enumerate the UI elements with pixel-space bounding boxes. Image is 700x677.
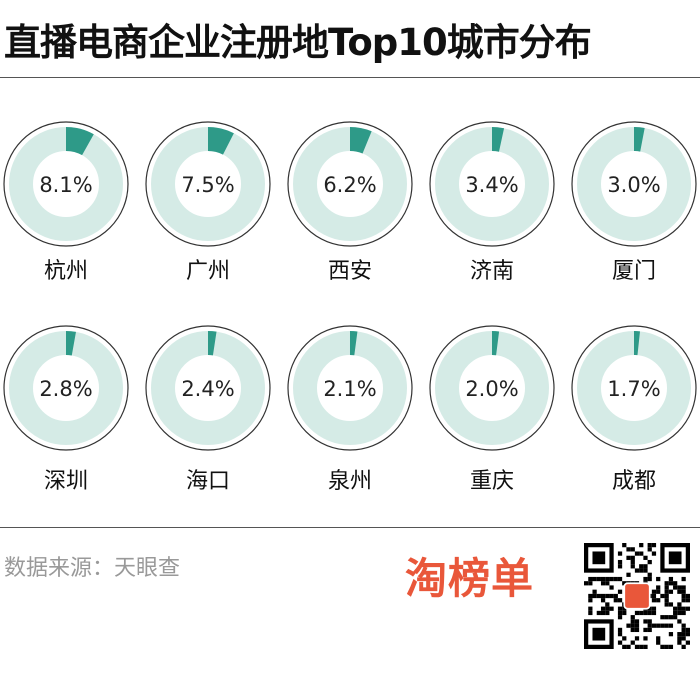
- value-label: 3.4%: [465, 173, 518, 197]
- donut-segment: [293, 127, 407, 241]
- donut-outline: [571, 325, 697, 451]
- donut-outline: [571, 121, 697, 247]
- category-label: 厦门: [612, 259, 656, 284]
- value-label: 2.8%: [39, 377, 92, 401]
- donut-segment: [435, 331, 549, 445]
- category-label: 泉州: [328, 469, 372, 494]
- category-label: 重庆: [470, 469, 514, 494]
- donut-成都: 1.7% 成都: [571, 325, 697, 494]
- donut-深圳: 2.8% 深圳: [3, 325, 129, 494]
- donut-grid: 8.1% 杭州 7.5% 广州 6.2% 西安 3.4% 济南 3.0% 厦门 2.8% 深圳 2.4%…: [3, 121, 697, 494]
- donut-outline: [429, 325, 555, 451]
- donut-segment: [151, 127, 265, 241]
- value-label: 6.2%: [323, 173, 376, 197]
- donut-segment: [9, 127, 123, 241]
- value-label: 1.7%: [607, 377, 660, 401]
- donut-广州: 7.5% 广州: [145, 121, 271, 284]
- donut-outline: [3, 325, 129, 451]
- donut-厦门: 3.0% 厦门: [571, 121, 697, 284]
- donut-segment: [151, 331, 265, 445]
- donut-重庆: 2.0% 重庆: [429, 325, 555, 494]
- donut-segment: [435, 127, 549, 241]
- donut-海口: 2.4% 海口: [145, 325, 271, 494]
- donut-outline: [429, 121, 555, 247]
- bottom-divider: [0, 527, 700, 528]
- category-label: 海口: [186, 469, 230, 494]
- top-divider: [0, 77, 700, 78]
- donut-segment: [9, 331, 123, 445]
- donut-outline: [145, 121, 271, 247]
- value-label: 8.1%: [39, 173, 92, 197]
- value-label: 2.4%: [181, 377, 234, 401]
- value-label: 3.0%: [607, 173, 660, 197]
- donut-outline: [287, 325, 413, 451]
- category-label: 广州: [186, 259, 230, 284]
- category-label: 杭州: [44, 259, 88, 284]
- source-text: 数据来源：天眼查: [4, 556, 181, 581]
- donut-segment: [577, 127, 691, 241]
- donut-西安: 6.2% 西安: [287, 121, 413, 284]
- donut-segment: [577, 331, 691, 445]
- donut-济南: 3.4% 济南: [429, 121, 555, 284]
- category-label: 西安: [328, 259, 372, 284]
- donut-泉州: 2.1% 泉州: [287, 325, 413, 494]
- value-label: 2.1%: [323, 377, 376, 401]
- brand-logo: 淘榜单: [405, 554, 535, 603]
- value-label: 7.5%: [181, 173, 234, 197]
- donut-outline: [145, 325, 271, 451]
- chart-title: 直播电商企业注册地Top10城市分布: [4, 21, 592, 64]
- qr-code: [584, 543, 690, 649]
- donut-outline: [3, 121, 129, 247]
- category-label: 深圳: [44, 469, 88, 494]
- value-label: 2.0%: [465, 377, 518, 401]
- donut-segment: [293, 331, 407, 445]
- category-label: 成都: [612, 469, 656, 494]
- donut-outline: [287, 121, 413, 247]
- category-label: 济南: [470, 259, 514, 284]
- donut-杭州: 8.1% 杭州: [3, 121, 129, 284]
